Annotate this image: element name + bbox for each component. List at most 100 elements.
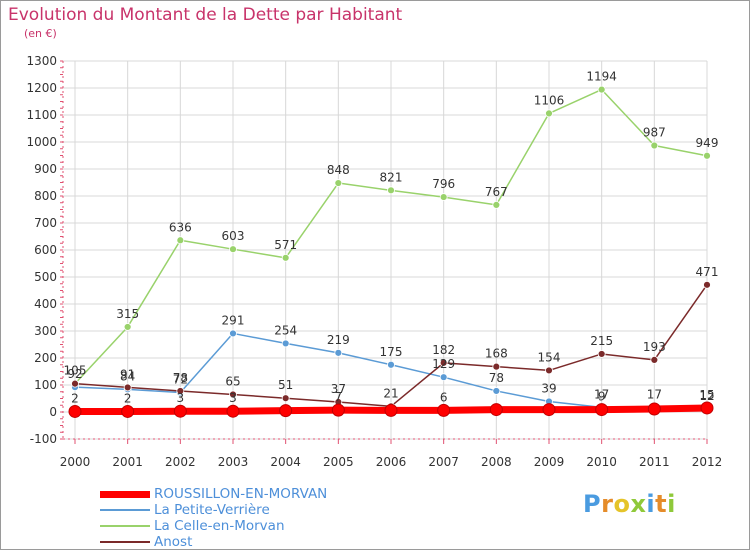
legend-swatch-celle-en-morvan <box>100 525 150 527</box>
x-tick-label: 2001 <box>112 455 143 469</box>
x-tick-label: 2006 <box>376 455 407 469</box>
data-point <box>281 394 290 403</box>
data-label: 182 <box>432 343 455 357</box>
data-point <box>176 236 185 245</box>
data-label: 636 <box>169 220 192 234</box>
data-point <box>647 402 661 416</box>
data-label: 848 <box>327 163 350 177</box>
data-point <box>71 379 79 388</box>
data-point <box>595 403 609 417</box>
y-tick-label: 100 <box>34 378 57 392</box>
data-label: 105 <box>64 364 87 378</box>
data-label: 2 <box>124 391 132 405</box>
data-point <box>439 193 448 201</box>
data-point <box>492 362 501 371</box>
x-tick-label: 2009 <box>534 455 565 469</box>
data-label: 17 <box>647 387 662 401</box>
data-point <box>121 404 135 418</box>
data-label: 193 <box>643 340 666 354</box>
data-label: 65 <box>225 374 240 388</box>
data-label: 37 <box>331 382 346 396</box>
x-tick-label: 2004 <box>270 455 301 469</box>
data-label: 603 <box>222 229 245 243</box>
data-label: 84 <box>120 369 135 383</box>
data-point <box>703 280 711 289</box>
data-point <box>384 403 398 417</box>
data-point <box>703 151 711 160</box>
legend-label-celle-en-morvan: La Celle-en-Morvan <box>154 518 285 534</box>
legend-swatch-roussillon <box>100 490 150 498</box>
data-label: 7 <box>335 390 343 404</box>
proxiti-logo: Proxiti <box>583 490 676 518</box>
logo-letter: r <box>601 490 614 518</box>
data-point <box>279 404 293 418</box>
legend-label-roussillon: ROUSSILLON-EN-MORVAN <box>154 486 328 502</box>
x-tick-label: 2003 <box>218 455 249 469</box>
data-label: 571 <box>274 238 297 252</box>
data-point <box>545 366 553 375</box>
data-label: 291 <box>222 313 245 327</box>
y-tick-label: 600 <box>34 243 57 257</box>
data-label: 17 <box>594 387 609 401</box>
logo-letter: P <box>583 490 602 518</box>
data-label: 949 <box>696 136 719 150</box>
data-label: 15 <box>699 388 714 402</box>
data-point <box>439 373 448 382</box>
data-label: 9 <box>598 390 606 404</box>
chart-title: Evolution du Montant de la Dette par Hab… <box>8 5 403 25</box>
data-point <box>597 350 606 358</box>
y-tick-label: 500 <box>34 270 57 284</box>
data-point <box>597 85 606 94</box>
data-label: 12 <box>699 389 714 403</box>
y-tick-label: 1300 <box>26 54 57 68</box>
x-tick-label: 2012 <box>692 455 723 469</box>
y-tick-label: -100 <box>30 432 57 446</box>
data-point <box>68 404 82 418</box>
data-label: 2 <box>71 391 79 405</box>
x-tick-label: 2011 <box>639 455 670 469</box>
data-point <box>387 186 395 195</box>
legend-item-anost: Anost <box>100 534 327 550</box>
data-label: 168 <box>485 347 508 361</box>
data-point <box>173 404 187 418</box>
data-label: 796 <box>432 177 455 191</box>
data-point <box>492 201 501 209</box>
logo-letter: t <box>655 490 668 518</box>
legend-swatch-petite-verriere <box>100 509 150 511</box>
data-label: 1194 <box>586 70 617 84</box>
logo-letter: i <box>646 490 656 518</box>
data-label: 471 <box>696 265 719 279</box>
data-point <box>226 404 240 418</box>
data-point <box>123 383 132 392</box>
data-label: 92 <box>67 367 82 381</box>
data-label: 21 <box>383 386 398 400</box>
data-point <box>437 403 451 417</box>
y-tick-label: 1100 <box>26 108 57 122</box>
data-point <box>492 387 501 395</box>
y-tick-label: 1000 <box>26 135 57 149</box>
data-point <box>489 403 503 417</box>
data-label: 51 <box>278 378 293 392</box>
y-tick-label: 900 <box>34 162 57 176</box>
y-tick-label: 1200 <box>26 81 57 95</box>
legend-item-petite-verriere: La Petite-Verrière <box>100 502 327 518</box>
legend-item-celle-en-morvan: La Celle-en-Morvan <box>100 518 327 534</box>
data-label: 987 <box>643 126 666 140</box>
data-point <box>700 401 714 415</box>
data-label: 215 <box>590 334 613 348</box>
legend-item-roussillon: ROUSSILLON-EN-MORVAN <box>100 486 327 502</box>
data-label: 78 <box>173 371 188 385</box>
x-tick-label: 2000 <box>60 455 91 469</box>
data-label: 72 <box>173 373 188 387</box>
legend-label-anost: Anost <box>154 534 193 550</box>
x-tick-label: 2005 <box>323 455 354 469</box>
legend-swatch-anost <box>100 541 150 543</box>
logo-letter: i <box>667 490 676 518</box>
x-tick-label: 2008 <box>481 455 512 469</box>
logo-letter: o <box>613 490 631 518</box>
data-label: 3 <box>177 391 185 405</box>
data-label: 91 <box>120 367 135 381</box>
data-label: 219 <box>327 333 350 347</box>
